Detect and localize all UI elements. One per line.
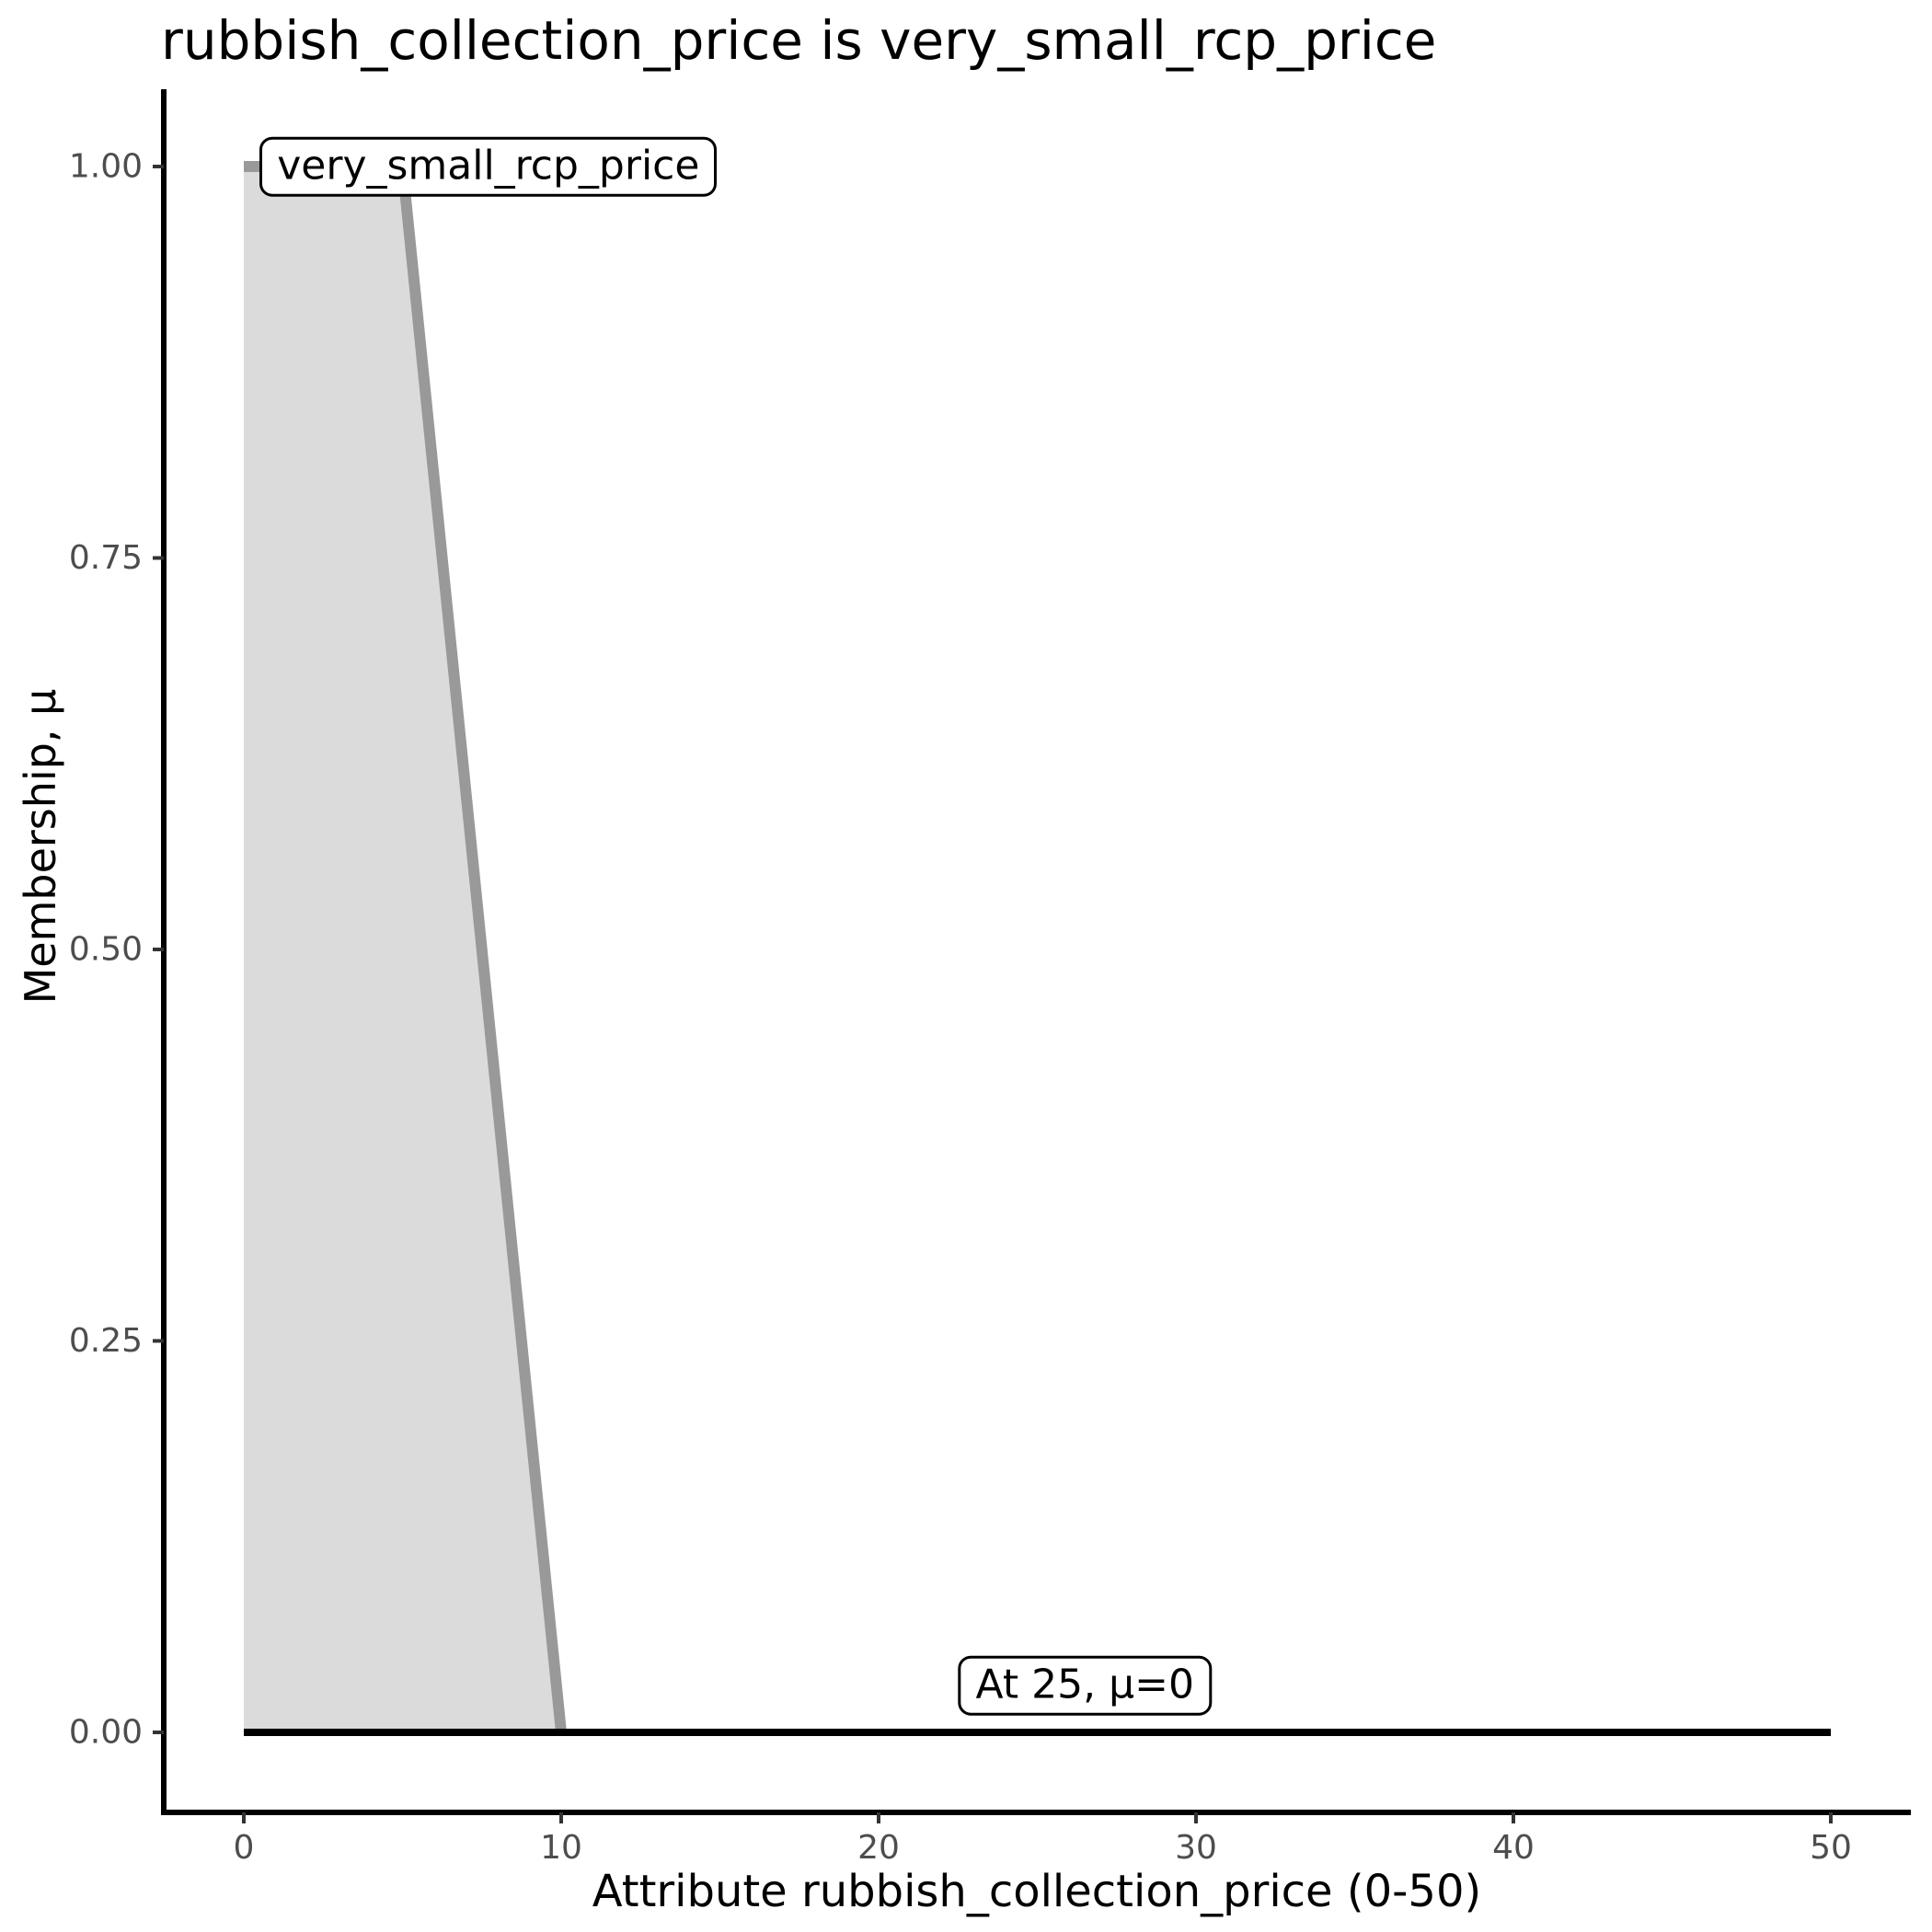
y-axis-title: Membership, μ [16,688,65,1005]
y-tick-label: 0.75 [69,539,143,577]
y-tick-label: 0.50 [69,931,143,969]
x-tick-label: 0 [234,1829,255,1867]
y-tick-label: 1.00 [69,148,143,186]
x-tick-label: 50 [1810,1829,1852,1867]
annotation-fuzzy-set-name: very_small_rcp_price [259,136,718,197]
chart-title: rubbish_collection_price is very_small_r… [161,9,1437,72]
membership-area-fill [244,167,561,1732]
x-tick-label: 20 [857,1829,900,1867]
x-tick-label: 40 [1492,1829,1535,1867]
x-tick-label: 10 [540,1829,582,1867]
x-axis-title: Attribute rubbish_collection_price (0-50… [592,1866,1482,1917]
y-tick-label: 0.00 [69,1714,143,1752]
y-tick-label: 0.25 [69,1322,143,1360]
x-tick-label: 30 [1175,1829,1217,1867]
annotation-mu-zero-at-25: At 25, μ=0 [958,1655,1212,1716]
